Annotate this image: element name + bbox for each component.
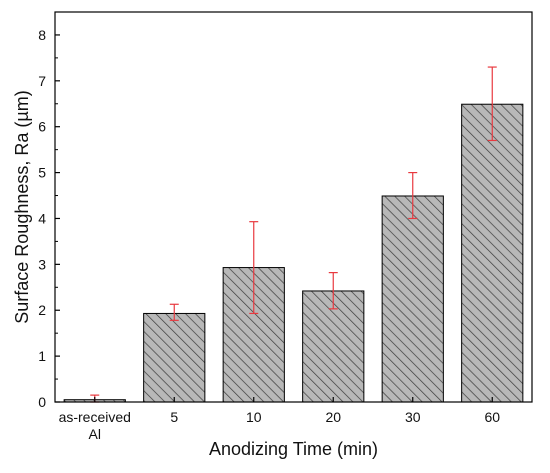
error-bar-4 xyxy=(408,171,418,220)
y-tick-label-2: 2 xyxy=(38,302,46,318)
error-bar-2 xyxy=(249,221,259,315)
y-tick-label-8: 8 xyxy=(38,27,46,43)
y-tick-label-6: 6 xyxy=(38,119,46,135)
y-tick-label-1: 1 xyxy=(38,348,46,364)
y-tick-label-3: 3 xyxy=(38,256,46,272)
x-axis-title: Anodizing Time (min) xyxy=(209,439,378,459)
axes-group: 0 1 2 3 4 5 6 7 8 as-received Al 5 10 20 30 60 xyxy=(38,11,533,442)
bar-2 xyxy=(222,267,285,403)
x-tick-label-4: 30 xyxy=(405,409,421,425)
bar-5 xyxy=(461,103,524,403)
bar-4 xyxy=(381,195,444,403)
error-bar-3 xyxy=(328,272,338,310)
x-tick-label-3: 20 xyxy=(325,409,341,425)
bar-1 xyxy=(143,312,206,403)
error-bar-1 xyxy=(169,303,179,321)
x-tick-label-1: 5 xyxy=(170,409,178,425)
x-tick-label-5: 60 xyxy=(484,409,500,425)
y-axis-title: Surface Roughness, Ra (µm) xyxy=(12,90,32,323)
plot-frame xyxy=(54,11,533,403)
error-bar-5 xyxy=(487,66,497,142)
bars-group xyxy=(63,103,524,403)
y-tick-label-7: 7 xyxy=(38,73,46,89)
y-tick-label-0: 0 xyxy=(38,394,46,410)
x-tick-label-0: as-received Al xyxy=(59,409,131,442)
x-tick-label-2: 10 xyxy=(246,409,262,425)
y-tick-label-4: 4 xyxy=(38,210,46,226)
y-tick-label-5: 5 xyxy=(38,165,46,181)
